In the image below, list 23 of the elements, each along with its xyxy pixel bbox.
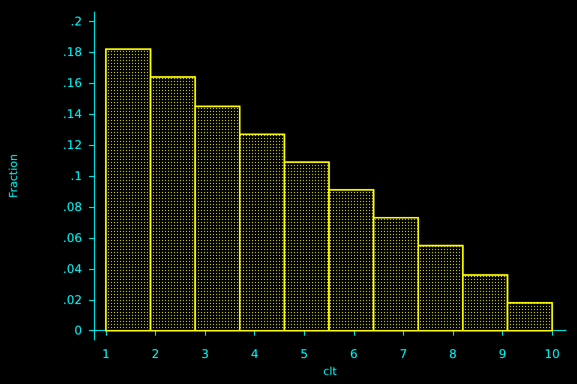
y-tick-label: .08 [62, 200, 82, 214]
x-tick-label: 2 [152, 347, 160, 361]
y-tick-label: .12 [62, 138, 82, 152]
x-tick-label: 6 [350, 347, 358, 361]
y-tick-label: .14 [62, 107, 82, 122]
y-tick-label: .16 [62, 76, 82, 90]
x-tick-label: 10 [544, 347, 560, 361]
x-tick-label: 9 [498, 347, 506, 361]
x-tick-label: 4 [250, 347, 258, 361]
y-tick-label: .06 [62, 230, 82, 245]
y-axis-title: Fraction [7, 154, 20, 198]
y-tick-label: .18 [62, 45, 82, 60]
y-tick-label: .2 [70, 14, 82, 28]
x-tick-label: 8 [449, 347, 457, 361]
y-tick-label: .02 [62, 292, 82, 307]
y-tick-label: 0 [74, 324, 82, 338]
y-tick-label: .04 [62, 262, 82, 276]
x-tick-label: 3 [201, 347, 209, 361]
y-tick-label: .1 [70, 169, 82, 183]
x-axis-title: clt [323, 365, 338, 378]
x-tick-label: 5 [300, 347, 308, 361]
x-tick-label: 7 [400, 347, 408, 361]
x-tick-label: 1 [102, 347, 110, 361]
